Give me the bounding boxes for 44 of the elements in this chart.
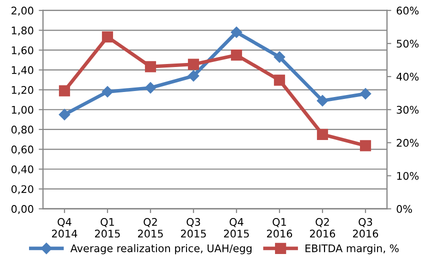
point — [102, 31, 114, 42]
point — [360, 140, 372, 152]
y-tick-label: 0,60 — [11, 146, 34, 154]
y2-tick-label: 20% — [396, 138, 419, 147]
point — [230, 26, 242, 38]
point — [230, 50, 242, 61]
x-tick-label: Q1 2015 — [95, 218, 120, 238]
y-tick-label: 0,00 — [11, 205, 34, 214]
y2-tick-label: 0% — [396, 205, 412, 213]
y-tick-label: 0,40 — [11, 165, 34, 174]
point — [274, 74, 286, 86]
x-tick-label: Q2 2015 — [138, 218, 163, 238]
point — [144, 61, 156, 72]
x-tick-label: Q1 2016 — [267, 218, 292, 238]
point — [188, 70, 200, 82]
y-tick-label: 1,20 — [12, 86, 34, 95]
legend-label: EBITDA margin, % — [306, 244, 399, 254]
x-tick-label: Q3 2016 — [353, 218, 378, 238]
y-tick-label: 0,20 — [11, 185, 34, 194]
point — [58, 108, 70, 120]
y-tick-label: 1,00 — [12, 106, 34, 115]
y-tick-label: 2,00 — [12, 6, 34, 16]
point — [360, 88, 372, 100]
y-tick-label: 1,60 — [12, 46, 34, 56]
x-tick-label: Q3 2015 — [181, 218, 206, 238]
y-tick-label: 1,40 — [12, 66, 34, 76]
x-tick-label: Q4 2015 — [224, 218, 249, 238]
point — [316, 128, 328, 140]
y2-tick-label: 40% — [396, 72, 419, 81]
point — [144, 82, 156, 94]
point — [102, 86, 114, 98]
y-tick-label: 1,80 — [12, 26, 34, 36]
y2-tick-label: 50% — [396, 40, 419, 48]
y2-tick-label: 30% — [396, 106, 419, 114]
point — [274, 51, 286, 63]
point — [58, 85, 70, 96]
point — [188, 58, 200, 70]
legend-label: Average realization price, UAH/egg — [70, 244, 252, 254]
y-tick-label: 0,80 — [11, 126, 34, 135]
x-tick-label: Q2 2016 — [310, 218, 336, 238]
point — [316, 95, 328, 106]
x-tick-label: Q4 2014 — [52, 218, 78, 238]
y2-tick-label: 60% — [396, 6, 419, 15]
y2-tick-label: 10% — [397, 172, 419, 180]
